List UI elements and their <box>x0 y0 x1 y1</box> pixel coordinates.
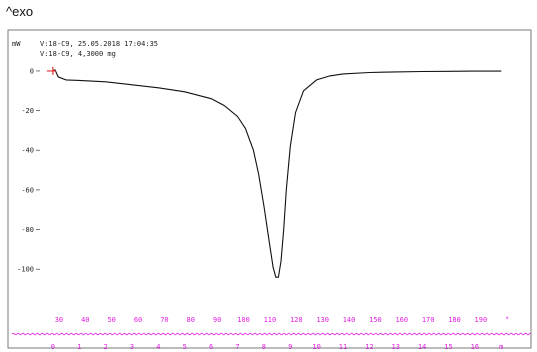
time-tick-label: 3 <box>130 343 134 351</box>
time-tick-label: 10 <box>312 343 320 351</box>
y-tick-label: -60 <box>21 186 34 194</box>
y-tick-label: -80 <box>21 226 34 234</box>
start-marker <box>46 66 56 75</box>
time-tick-label: 0 <box>51 343 55 351</box>
temperature-tick-label: 120 <box>290 316 303 324</box>
temperature-tick-label: 190 <box>475 316 488 324</box>
heat-flow-curve <box>52 69 502 278</box>
time-tick-label: 5 <box>183 343 187 351</box>
time-tick-label: m <box>499 343 503 351</box>
y-tick-label: -100 <box>17 266 34 274</box>
temperature-tick-label: 130 <box>316 316 329 324</box>
temperature-tick-label: 100 <box>237 316 250 324</box>
temperature-tick-label: 80 <box>187 316 195 324</box>
temperature-tick-label: 70 <box>160 316 168 324</box>
time-tick-label: 13 <box>392 343 400 351</box>
y-tick-label: 0 <box>30 67 34 75</box>
time-tick-label: 4 <box>156 343 160 351</box>
time-tick-label: 9 <box>288 343 292 351</box>
temperature-tick-label: 150 <box>369 316 382 324</box>
time-tick-label: 11 <box>339 343 347 351</box>
exo-direction-label: ^exo <box>6 4 34 19</box>
time-tick-label: 16 <box>471 343 479 351</box>
temperature-tick-label: 50 <box>107 316 115 324</box>
time-tick-label: 14 <box>418 343 426 351</box>
temperature-tick-label: 140 <box>343 316 356 324</box>
y-tick-label: -20 <box>21 107 34 115</box>
time-tick-label: 15 <box>444 343 452 351</box>
y-axis-unit-label: mW <box>12 40 21 48</box>
temperature-tick-label: 90 <box>213 316 221 324</box>
time-tick-label: 12 <box>365 343 373 351</box>
plot-frame <box>7 29 532 349</box>
temperature-axis: 30 40 50 60 70 80 90 100 110 120 130 140 150 160 170 18… <box>11 316 532 336</box>
time-tick-label: 7 <box>235 343 239 351</box>
time-tick-label: 1 <box>77 343 81 351</box>
y-axis-ticks: 0 -20 -40 -60 -80 -100 <box>17 67 40 274</box>
time-tick-label: 8 <box>262 343 266 351</box>
temperature-tick-label: 170 <box>422 316 435 324</box>
time-tick-label: 2 <box>104 343 108 351</box>
temperature-tick-label: 60 <box>134 316 142 324</box>
time-tick-label: 6 <box>209 343 213 351</box>
sample-info-line-1: V:18-C9, 25.05.2018 17:04:35 <box>40 40 158 48</box>
sample-info-line-2: V:18-C9, 4,3000 mg <box>40 50 116 58</box>
temperature-tick-label: 40 <box>81 316 89 324</box>
temperature-tick-label: ° <box>505 316 509 324</box>
y-tick-label: -40 <box>21 147 34 155</box>
temperature-tick-label: 110 <box>264 316 277 324</box>
temperature-tick-label: 30 <box>55 316 63 324</box>
temperature-axis-line <box>11 332 532 336</box>
temperature-tick-label: 180 <box>448 316 461 324</box>
temperature-tick-label: 160 <box>395 316 408 324</box>
time-axis: 0 1 2 3 4 5 6 7 8 9 10 11 12 13 14 15 16 m <box>51 343 504 351</box>
